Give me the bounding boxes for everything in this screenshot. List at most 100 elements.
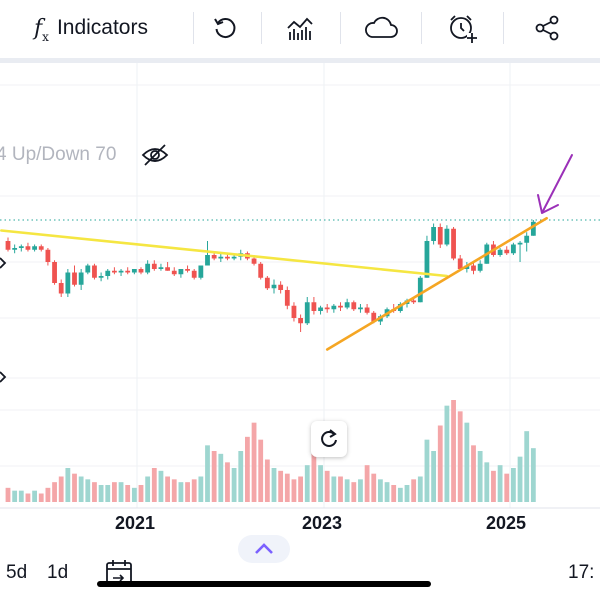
candle-body <box>158 267 164 269</box>
volume-bar <box>264 459 270 502</box>
volume-bar <box>311 439 317 502</box>
add-alert-button[interactable] <box>442 8 482 48</box>
volume-bar <box>324 470 330 502</box>
indicators-button[interactable]: fx Indicators <box>34 8 194 48</box>
candle-body <box>264 277 270 289</box>
candle-body <box>284 290 290 306</box>
candle-body <box>397 304 403 311</box>
timeframe-5d-button[interactable]: 5d <box>6 562 28 583</box>
candle-body <box>424 241 430 278</box>
reset-icon <box>321 429 337 447</box>
reset-chart-button[interactable] <box>311 421 347 457</box>
candle-body <box>511 244 516 254</box>
volume-bar <box>291 479 297 502</box>
chart-top-border <box>0 58 600 63</box>
volume-bar <box>517 456 523 502</box>
cloud-button[interactable] <box>359 8 403 48</box>
candle-body <box>38 246 44 250</box>
volume-bar <box>404 485 410 502</box>
indicators-label: Indicators <box>56 16 148 39</box>
volume-bar <box>457 411 463 502</box>
volume-bar <box>245 436 250 502</box>
candle-body <box>444 228 450 245</box>
candle-body <box>344 302 350 308</box>
candle-body <box>32 246 37 250</box>
chart-type-button[interactable] <box>280 8 320 48</box>
volume-bar <box>464 422 470 502</box>
candle-body <box>318 307 323 311</box>
candle-body <box>417 277 423 303</box>
volume-bar <box>45 487 51 502</box>
volume-bar <box>424 439 430 502</box>
candle-body <box>331 305 337 310</box>
volume-bar <box>338 476 343 502</box>
volume-bar <box>65 468 71 502</box>
volume-bar <box>484 462 490 502</box>
function-icon: fx <box>34 15 49 44</box>
home-indicator <box>97 581 431 587</box>
volume-bar <box>18 490 24 502</box>
volume-bar <box>165 476 170 502</box>
volume-bar <box>12 490 18 502</box>
replay-button[interactable] <box>203 8 247 48</box>
volume-bar <box>271 468 277 502</box>
candle-body <box>351 302 357 310</box>
share-icon <box>535 15 559 41</box>
volume-bar <box>191 479 197 502</box>
candle-body <box>271 284 277 289</box>
study-legend[interactable]: 4 Up/Down 70 <box>0 141 170 169</box>
volume-bar <box>151 468 157 502</box>
volume-bar <box>391 485 397 502</box>
volume-bar <box>318 465 323 502</box>
cloud-icon <box>365 16 398 38</box>
toolbar-separator <box>421 12 422 44</box>
candle-body <box>65 272 71 294</box>
timeframe-1d-button[interactable]: 1d <box>47 562 69 583</box>
volume-bar <box>278 470 284 502</box>
volume-bar <box>178 482 184 502</box>
volume-bar <box>504 473 510 502</box>
volume-bar <box>451 400 456 502</box>
candle-body <box>358 307 363 310</box>
volume-bar <box>530 448 536 502</box>
share-button[interactable] <box>525 8 569 48</box>
candle-body <box>437 227 443 245</box>
candle-body <box>118 270 124 273</box>
x-axis-label: 2021 <box>115 513 156 533</box>
volume-bar <box>477 451 483 502</box>
date-range-button[interactable] <box>104 558 134 593</box>
volume-bar <box>384 482 390 502</box>
expand-panel-button[interactable] <box>238 535 290 563</box>
candle-body <box>5 241 11 250</box>
x-axis-label: 2023 <box>302 513 343 533</box>
volume-bar <box>364 465 370 502</box>
volume-bar <box>444 405 450 502</box>
chart-bars-icon <box>287 17 313 40</box>
eye-off-icon[interactable] <box>140 143 170 167</box>
volume-bar <box>378 479 383 502</box>
replay-icon <box>214 18 236 38</box>
volume-bar <box>205 445 210 502</box>
toolbar-separator <box>261 12 262 44</box>
volume-bar <box>431 451 436 502</box>
volume-bar <box>185 482 190 502</box>
candle-body <box>78 272 84 285</box>
candle-body <box>298 318 303 324</box>
candle-body <box>138 269 144 273</box>
candle-body <box>451 228 456 259</box>
volume-bar <box>371 473 377 502</box>
scale-marker-icon <box>0 371 7 383</box>
candle-body <box>304 302 310 324</box>
volume-bar <box>98 485 104 502</box>
candle-body <box>324 307 330 310</box>
candle-body <box>112 270 117 273</box>
volume-bar <box>38 493 44 502</box>
alarm-add-icon <box>450 15 477 43</box>
candle-body <box>52 262 57 283</box>
candle-body <box>311 302 317 311</box>
resistance-trendline <box>0 229 449 278</box>
volume-bar <box>225 462 230 502</box>
volume-bar <box>437 425 443 502</box>
volume-bar <box>251 422 257 502</box>
